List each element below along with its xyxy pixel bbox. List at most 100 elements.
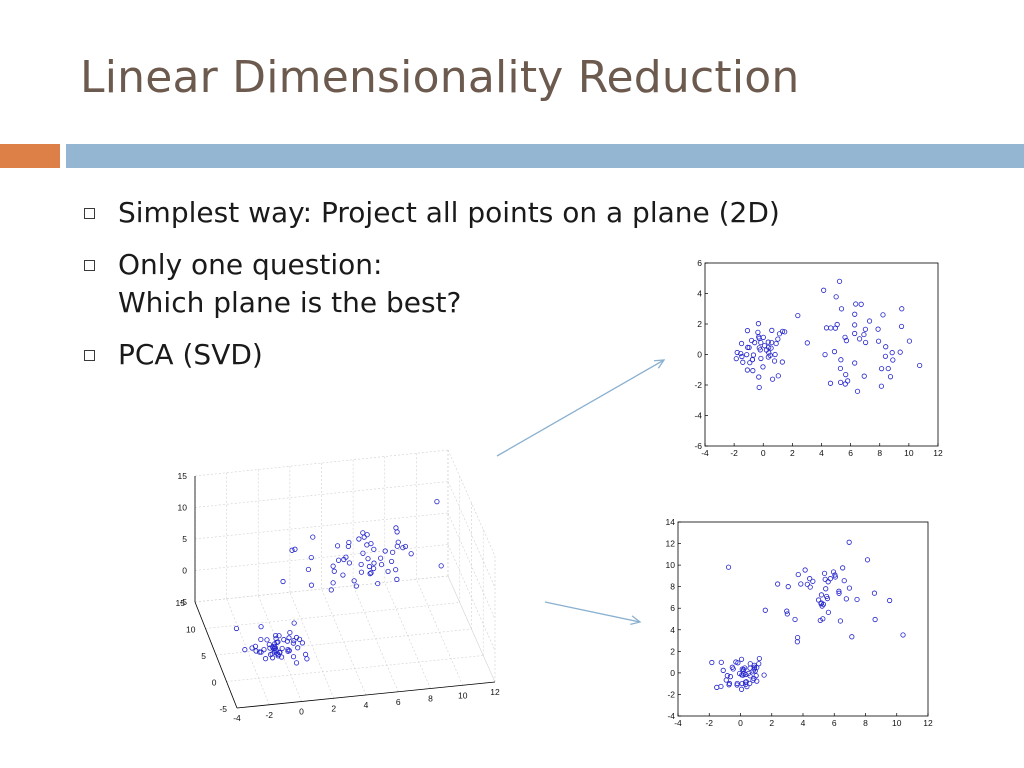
z-tick-label: -5 <box>179 597 187 607</box>
x-tick-label: 6 <box>832 718 837 728</box>
data-point <box>368 570 374 576</box>
data-point <box>269 655 276 661</box>
data-point <box>846 585 853 591</box>
grid-line <box>447 481 496 588</box>
data-point <box>756 384 762 391</box>
data-point <box>736 670 743 677</box>
y-tick-label: 4 <box>670 625 675 635</box>
data-point <box>308 582 315 588</box>
bullet-text-line-2: Which plane is the best? <box>118 286 462 319</box>
y-tick-label: 0 <box>670 668 675 678</box>
data-point <box>767 352 773 358</box>
data-point <box>281 637 287 643</box>
data-point <box>286 635 292 641</box>
data-point <box>885 365 891 372</box>
data-point <box>747 665 753 671</box>
axis-line <box>194 601 238 709</box>
data-point <box>756 345 762 351</box>
y-tick-label: 10 <box>666 560 676 570</box>
data-point <box>856 336 863 342</box>
data-point <box>330 563 336 569</box>
data-point <box>744 328 751 334</box>
data-point <box>846 539 852 545</box>
x-tick-label: 0 <box>738 718 743 728</box>
data-point <box>271 646 277 652</box>
data-point <box>747 360 753 366</box>
accent-bar-blue <box>66 144 1024 168</box>
data-point <box>784 611 790 617</box>
x-tick-label: 12 <box>933 448 943 458</box>
data-point <box>371 546 377 552</box>
x-tick-label: 4 <box>819 448 824 458</box>
data-point <box>889 350 895 356</box>
data-point <box>871 590 878 596</box>
data-point <box>838 306 845 312</box>
data-point <box>285 646 291 653</box>
data-point <box>833 294 839 300</box>
data-point <box>875 326 881 332</box>
data-point <box>289 547 295 553</box>
data-point <box>400 545 406 551</box>
grid-line <box>215 628 472 656</box>
y-tick-label: 8 <box>670 582 675 592</box>
data-point <box>438 563 444 569</box>
y-tick-label: 6 <box>697 258 702 268</box>
data-point <box>794 639 800 645</box>
data-point <box>820 601 827 607</box>
data-point <box>758 339 764 346</box>
data-point <box>842 381 848 387</box>
data-point <box>766 344 772 351</box>
data-point <box>878 366 885 372</box>
data-point <box>775 581 781 587</box>
data-point <box>828 325 834 331</box>
data-point <box>861 331 867 338</box>
data-point <box>754 678 760 684</box>
data-point <box>766 350 772 356</box>
y-tick-label: -4 <box>667 711 675 721</box>
data-point <box>795 312 801 319</box>
data-point <box>279 645 285 652</box>
data-point <box>843 338 849 344</box>
data-point <box>725 564 732 570</box>
data-point <box>295 645 301 651</box>
data-point <box>748 337 755 344</box>
data-point <box>738 340 745 347</box>
data-point <box>738 656 745 662</box>
data-point <box>252 643 259 649</box>
x-tick-label: -4 <box>233 713 241 723</box>
y-tick-label: 12 <box>666 539 676 549</box>
bullet-text: Only one question: <box>118 248 383 281</box>
data-point <box>750 368 756 374</box>
data-point <box>258 636 264 643</box>
data-point <box>823 325 830 331</box>
data-point <box>795 571 801 578</box>
data-point <box>291 620 297 626</box>
y-tick-label: -2 <box>667 689 675 699</box>
data-point <box>836 588 842 594</box>
data-point <box>727 674 734 680</box>
data-point <box>739 680 745 687</box>
data-point <box>360 530 366 536</box>
data-point <box>351 578 357 584</box>
y-tick-label: -6 <box>694 441 702 451</box>
data-point <box>287 629 293 636</box>
data-point <box>345 543 351 550</box>
y-tick-label: 15 <box>176 598 186 608</box>
x-tick-label: 10 <box>458 690 468 700</box>
x-tick-label: 2 <box>331 703 336 713</box>
bullet-item-2: Only one question: Which plane is the be… <box>84 246 780 322</box>
data-point <box>773 340 779 347</box>
data-point <box>890 357 896 363</box>
x-tick-label: 8 <box>428 694 433 704</box>
data-point <box>755 321 761 327</box>
data-point <box>375 580 381 587</box>
data-point <box>852 311 858 317</box>
data-point <box>366 563 373 570</box>
data-point <box>864 557 871 563</box>
data-point <box>899 306 905 312</box>
x-tick-label: 10 <box>904 448 914 458</box>
data-point <box>832 572 838 578</box>
data-point <box>807 584 813 590</box>
data-point <box>733 356 739 362</box>
